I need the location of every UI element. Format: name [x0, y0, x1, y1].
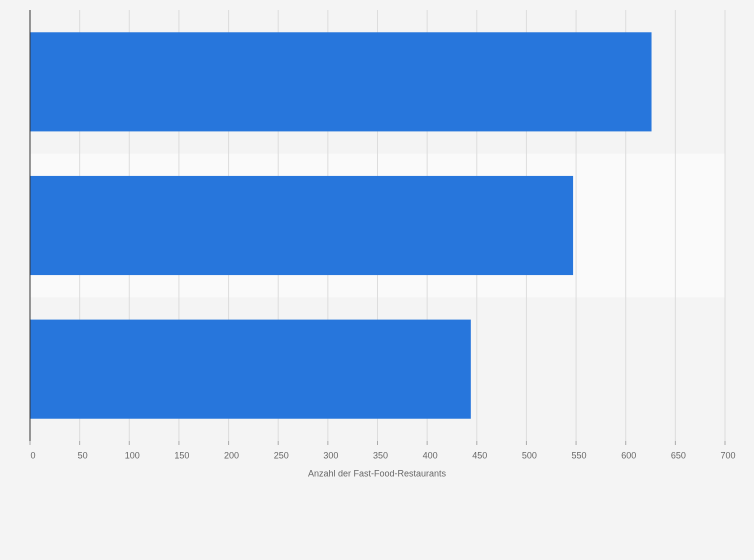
bar	[30, 319, 471, 419]
x-tick-label: 400	[423, 450, 438, 460]
x-tick-label: 550	[572, 450, 587, 460]
x-tick-label: 50	[78, 450, 88, 460]
x-tick-label: 300	[323, 450, 338, 460]
x-tick-label: 500	[522, 450, 537, 460]
x-tick-label: 250	[274, 450, 289, 460]
x-tick-label: 0	[30, 450, 35, 460]
x-tick-label: 350	[373, 450, 388, 460]
x-axis-label: Anzahl der Fast-Food-Restaurants	[308, 468, 447, 478]
x-tick-label: 650	[671, 450, 686, 460]
x-tick-label: 700	[720, 450, 735, 460]
x-tick-label: 200	[224, 450, 239, 460]
x-tick-label: 450	[472, 450, 487, 460]
x-tick-label: 600	[621, 450, 636, 460]
bar	[30, 32, 652, 132]
x-tick-label: 100	[125, 450, 140, 460]
x-tick-label: 150	[174, 450, 189, 460]
bar	[30, 175, 574, 276]
